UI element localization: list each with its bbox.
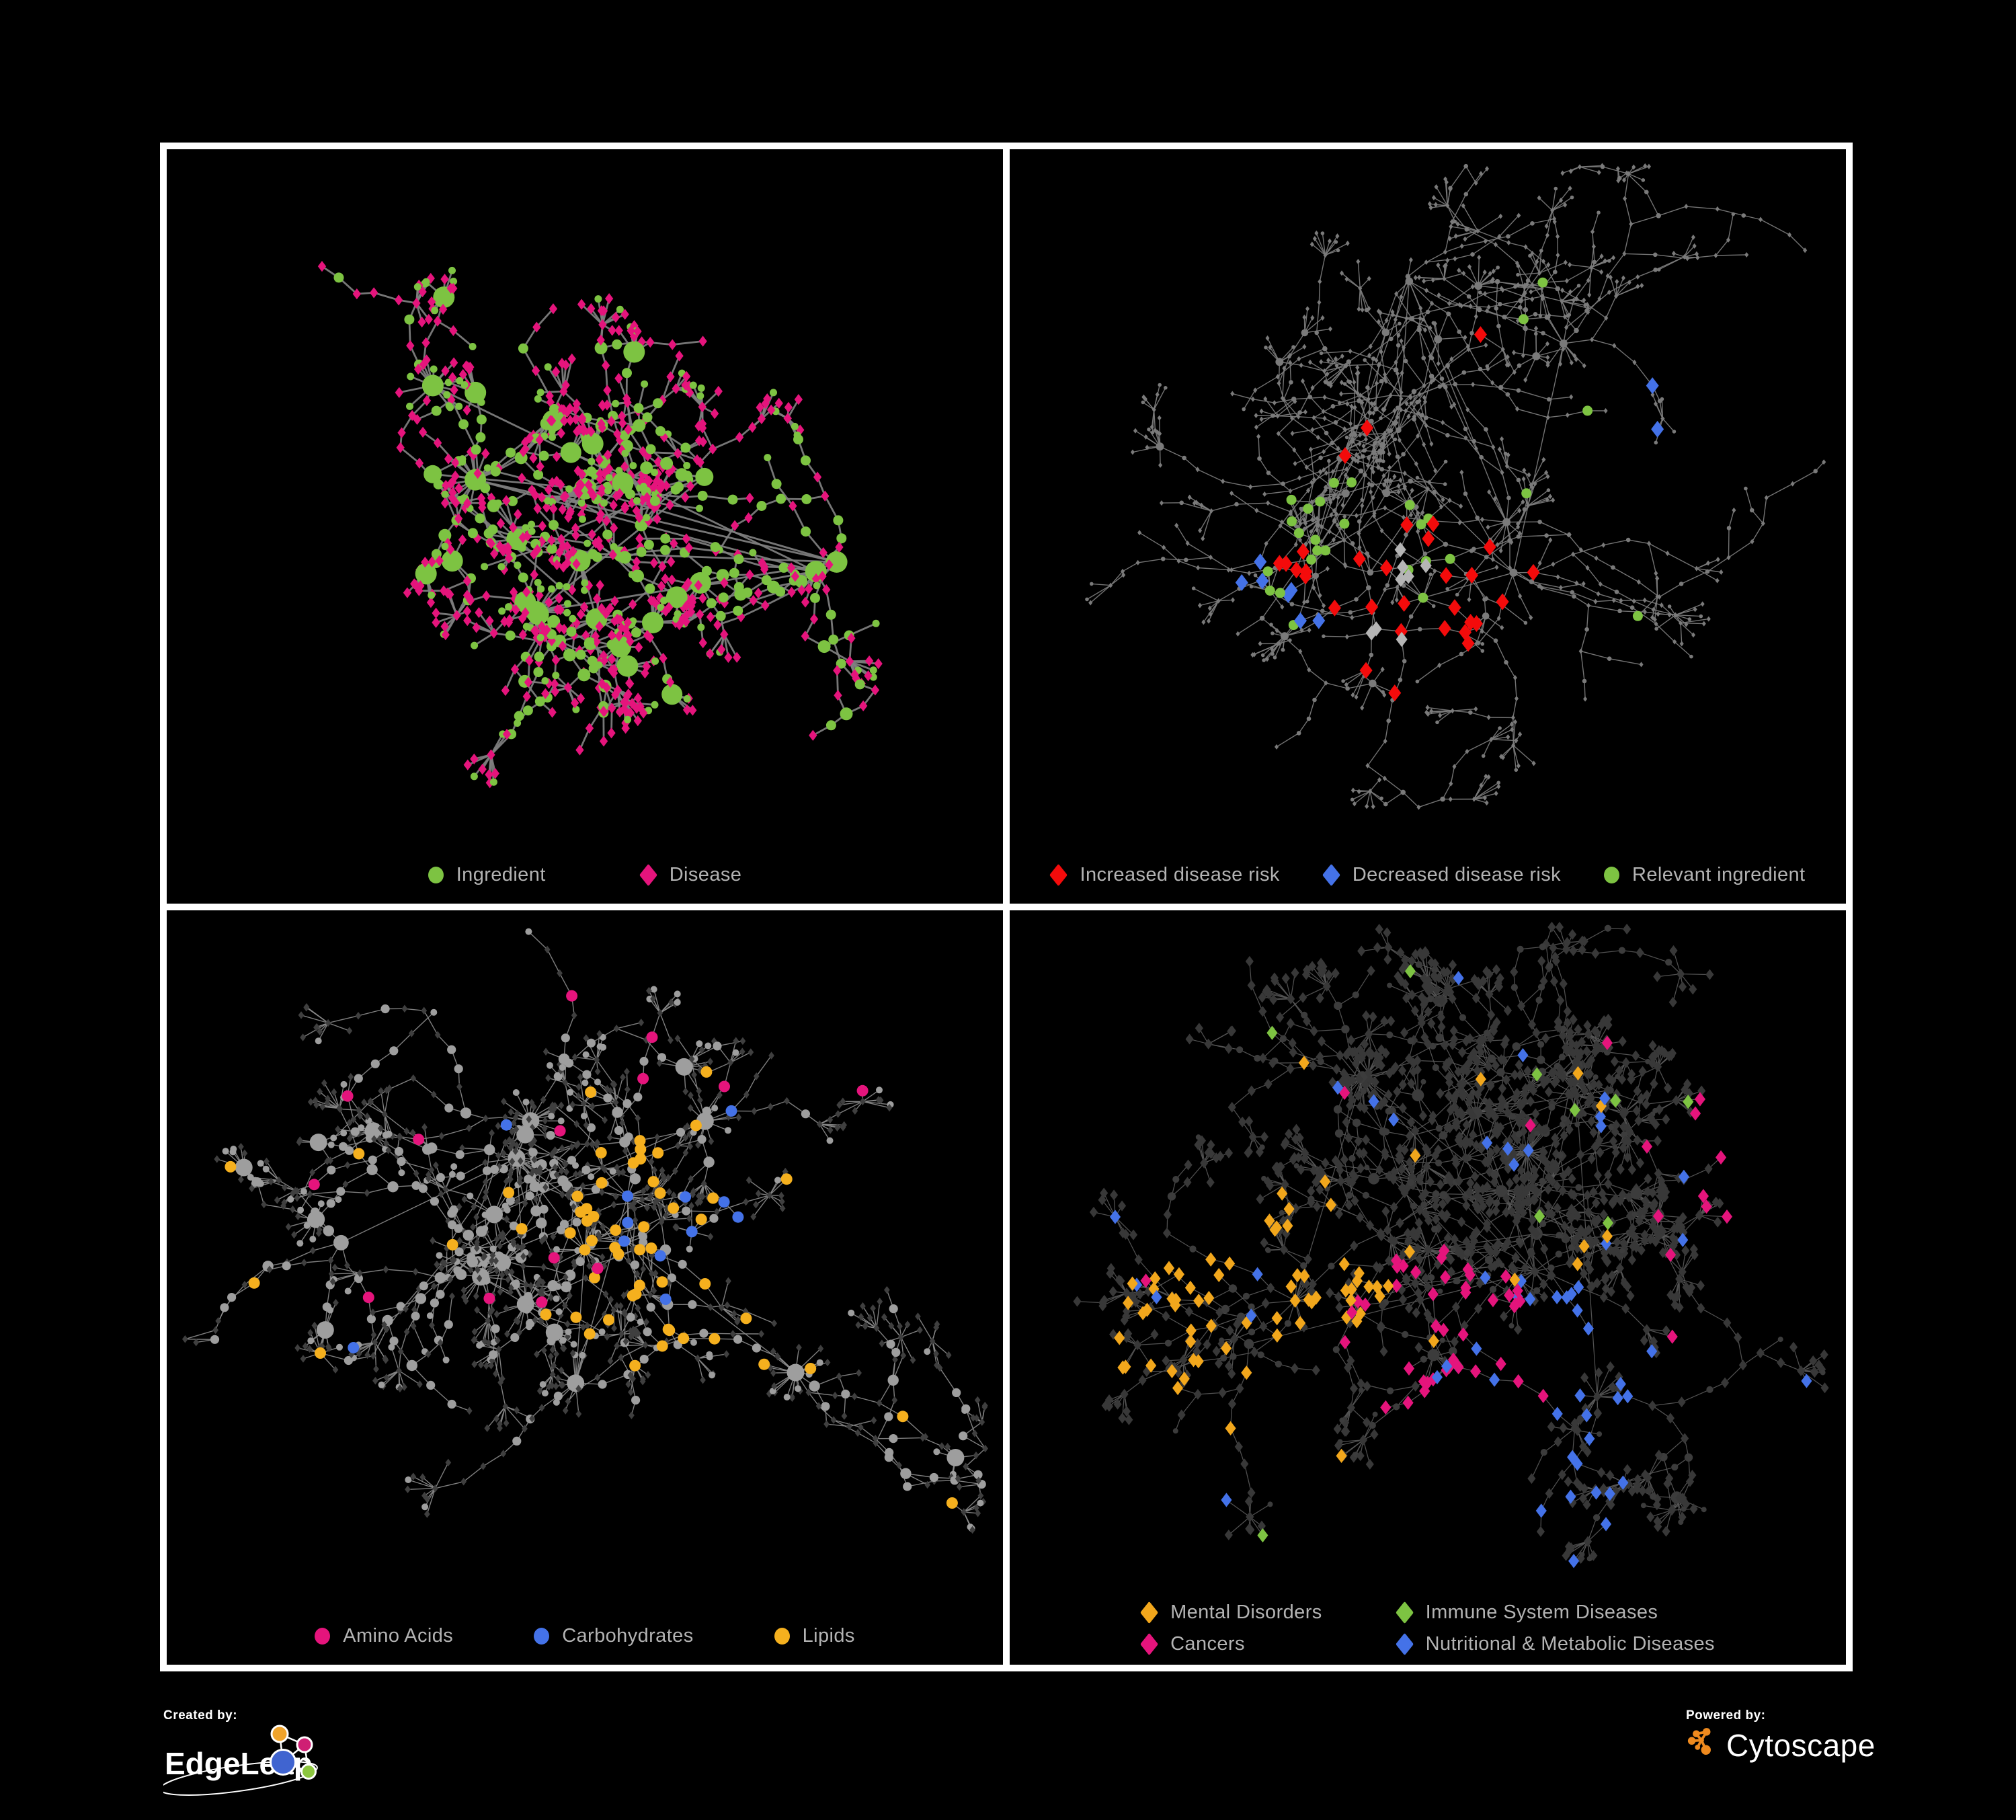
cytoscape-block: Powered by:: [1686, 1708, 1876, 1764]
legend-label: Mental Disorders: [1170, 1601, 1322, 1623]
legend-item: Cancers: [1140, 1632, 1322, 1656]
edgeleap-block: Created by: EdgeLeap: [159, 1708, 392, 1802]
edgeleap-node-pink: [296, 1736, 313, 1753]
cytoscape-logo-icon: [1687, 1727, 1711, 1755]
created-by-label: Created by:: [163, 1708, 238, 1723]
amino-acids-marker-icon: [315, 1628, 331, 1645]
mental-disorders-marker-icon: [1140, 1601, 1159, 1624]
panels-grid: Ingredient Disease Increased disease ris…: [160, 143, 1853, 1671]
panel-disease-categories: Mental Disorders Immune System Diseases …: [1010, 910, 1846, 1665]
legend-label: Carbohydrates: [562, 1625, 694, 1647]
network-graph-nutrient-classes: [182, 928, 989, 1534]
disease-marker-icon: [639, 863, 657, 887]
network-graph-ingredient-disease: [317, 261, 883, 789]
legend-label: Nutritional & Metabolic Diseases: [1425, 1633, 1715, 1655]
legend-label: Disease: [669, 864, 742, 885]
legend-item: Decreased disease risk: [1322, 863, 1562, 887]
increased-risk-marker-icon: [1049, 863, 1068, 887]
edgeleap-node-orange: [270, 1725, 289, 1743]
cytoscape-icon-nodes: [1687, 1727, 1711, 1755]
powered-by-label: Powered by:: [1686, 1708, 1766, 1723]
legend-label: Amino Acids: [343, 1625, 454, 1647]
legend-ingredient-disease: Ingredient Disease: [167, 863, 1003, 887]
panel-ingredient-disease: Ingredient Disease: [167, 149, 1003, 904]
edgeleap-logo: EdgeLeap: [159, 1725, 318, 1796]
cancers-marker-icon: [1140, 1632, 1159, 1656]
edgeleap-node-green: [300, 1764, 317, 1780]
legend-nutrient-classes: Amino Acids Carbohydrates Lipids: [167, 1625, 1003, 1647]
cytoscape-logo-row: Cytoscape: [1686, 1727, 1876, 1764]
legend-item: Lipids: [774, 1625, 855, 1647]
network-graph-disease-risk: [1085, 163, 1826, 810]
legend-item: Increased disease risk: [1049, 863, 1280, 887]
legend-item: Mental Disorders: [1140, 1601, 1322, 1624]
edgeleap-graph-nodes: [270, 1725, 317, 1780]
legend-item: Disease: [639, 863, 742, 887]
legend-label: Relevant ingredient: [1632, 864, 1806, 885]
nutritional-metabolic-marker-icon: [1395, 1632, 1414, 1656]
legend-disease-risk: Increased disease risk Decreased disease…: [1010, 863, 1846, 887]
legend-item: Carbohydrates: [534, 1625, 693, 1647]
decreased-risk-marker-icon: [1322, 863, 1340, 887]
legend-disease-categories: Mental Disorders Immune System Diseases …: [1140, 1601, 1715, 1656]
cytoscape-wordmark: Cytoscape: [1726, 1728, 1876, 1763]
legend-label: Cancers: [1170, 1633, 1245, 1655]
legend-label: Lipids: [802, 1625, 855, 1647]
legend-item: Immune System Diseases: [1395, 1601, 1715, 1624]
legend-label: Decreased disease risk: [1352, 864, 1562, 885]
legend-item: Ingredient: [428, 864, 546, 886]
ingredient-marker-icon: [428, 867, 444, 883]
lipids-marker-icon: [774, 1628, 790, 1645]
network-graph-disease-categories: [1073, 921, 1829, 1569]
legend-label: Ingredient: [456, 864, 546, 885]
panel-disease-risk: Increased disease risk Decreased disease…: [1010, 149, 1846, 904]
legend-item: Amino Acids: [315, 1625, 453, 1647]
edgeleap-node-blue: [270, 1749, 296, 1776]
legend-item: Relevant ingredient: [1604, 864, 1805, 886]
immune-diseases-marker-icon: [1395, 1601, 1414, 1624]
legend-label: Immune System Diseases: [1425, 1601, 1658, 1623]
relevant-ingredient-marker-icon: [1604, 867, 1620, 883]
legend-label: Increased disease risk: [1080, 864, 1280, 885]
carbohydrates-marker-icon: [534, 1628, 550, 1645]
legend-item: Nutritional & Metabolic Diseases: [1395, 1632, 1715, 1656]
panel-nutrient-classes: Amino Acids Carbohydrates Lipids: [167, 910, 1003, 1665]
